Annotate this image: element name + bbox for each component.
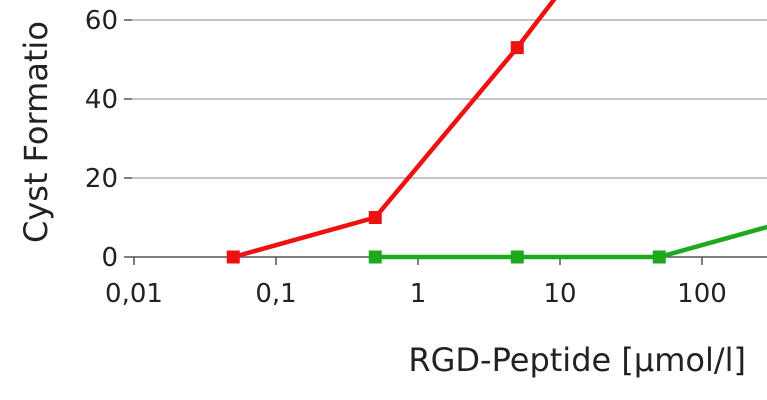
- series-1: [226, 0, 557, 264]
- series-line: [232, 0, 557, 260]
- data-point: [226, 250, 240, 264]
- x-axis-ticks: 0,01 0,1 1 10 100: [105, 257, 727, 309]
- y-tick-label: 60: [85, 6, 118, 36]
- data-point: [652, 250, 666, 264]
- y-tick-label: 20: [85, 164, 118, 194]
- series-line: [375, 224, 767, 260]
- series-2: [368, 224, 767, 264]
- data-point: [368, 250, 382, 264]
- gridlines: [132, 19, 767, 179]
- y-axis-title: Cyst Formatio: [17, 21, 55, 243]
- data-point: [368, 211, 382, 224]
- data-point: [510, 41, 524, 55]
- x-tick-label: 10: [543, 279, 576, 309]
- x-axis-title: RGD-Peptide [µmol/l]: [408, 341, 746, 379]
- series-layer: [226, 0, 767, 264]
- y-axis-ticks: 0 20 40 60: [85, 6, 132, 273]
- data-point: [510, 250, 524, 264]
- x-tick-label: 1: [410, 279, 427, 309]
- y-tick-label: 0: [101, 243, 118, 273]
- x-tick-label: 0,1: [255, 279, 296, 309]
- y-tick-label: 40: [85, 85, 118, 115]
- x-tick-label: 0,01: [105, 279, 163, 309]
- x-tick-label: 100: [677, 279, 727, 309]
